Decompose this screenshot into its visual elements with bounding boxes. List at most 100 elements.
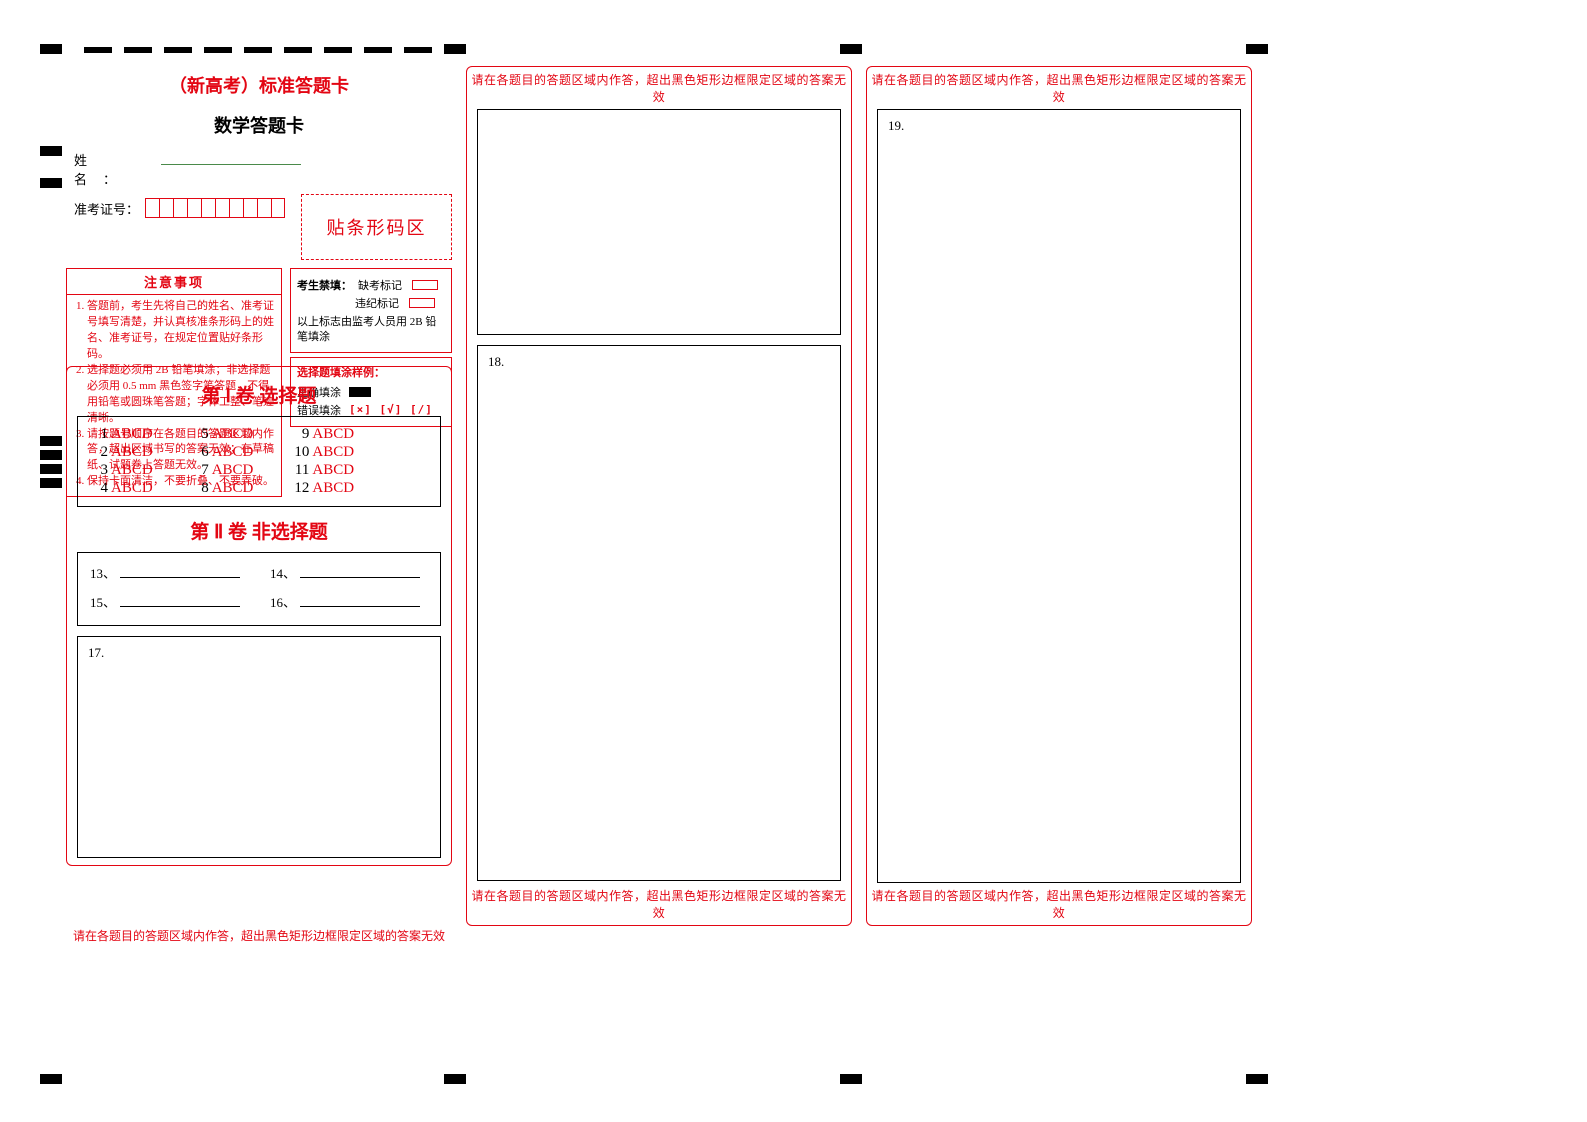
col1-warning: 请在各题目的答题区域内作答，超出黑色矩形边框限定区域的答案无效 [66, 927, 452, 944]
column-3: 请在各题目的答题区域内作答，超出黑色矩形边框限定区域的答案无效 19. 请在各题… [866, 66, 1252, 926]
prohibit-label: 考生禁填： [297, 277, 352, 293]
id-box[interactable] [243, 198, 257, 218]
q17-box[interactable]: 17. [77, 636, 441, 858]
mc-options[interactable]: ABCD [212, 462, 254, 479]
id-box[interactable] [215, 198, 229, 218]
id-box[interactable] [257, 198, 271, 218]
mc-box: 1ABCD2ABCD3ABCD4ABCD5ABCD6ABCD7ABCD8ABCD… [77, 416, 441, 507]
id-box[interactable] [159, 198, 173, 218]
col2-box-blank[interactable] [477, 109, 841, 335]
mc-row[interactable]: 12ABCD [289, 480, 354, 497]
mc-num: 9 [289, 426, 309, 443]
fill-label: 14、 [270, 563, 296, 582]
mc-num: 6 [189, 444, 209, 461]
fill-label: 13、 [90, 563, 116, 582]
id-box[interactable] [201, 198, 215, 218]
column-2: 请在各题目的答题区域内作答，超出黑色矩形边框限定区域的答案无效 18. 请在各题… [466, 66, 852, 926]
mc-col: 5ABCD6ABCD7ABCD8ABCD [189, 425, 254, 498]
reg-mark [40, 464, 62, 474]
mc-row[interactable]: 11ABCD [289, 462, 354, 479]
fill-underline[interactable] [120, 593, 240, 607]
id-box[interactable] [229, 198, 243, 218]
reg-mark [840, 1074, 862, 1084]
col3-warning-top: 请在各题目的答题区域内作答，超出黑色矩形边框限定区域的答案无效 [867, 67, 1251, 107]
mc-row[interactable]: 7ABCD [189, 462, 254, 479]
fill-label: 16、 [270, 592, 296, 611]
mc-row[interactable]: 9ABCD [289, 426, 354, 443]
reg-mark [364, 47, 392, 53]
id-box[interactable] [173, 198, 187, 218]
absent-checkbox [412, 280, 438, 290]
main-title: （新高考）标准答题卡 [66, 72, 452, 98]
mc-num: 5 [189, 426, 209, 443]
section1-title: 第 Ⅰ 卷 选择题 [77, 381, 441, 408]
mc-row[interactable]: 3ABCD [88, 462, 153, 479]
reg-mark [40, 178, 62, 188]
mc-row[interactable]: 10ABCD [289, 444, 354, 461]
prohibit-box: 考生禁填： 缺考标记 违纪标记 以上标志由监考人员用 2B 铅笔填涂 [290, 268, 452, 353]
fill-underline[interactable] [120, 564, 240, 578]
mc-num: 12 [289, 480, 309, 497]
prohibit-note: 以上标志由监考人员用 2B 铅笔填涂 [297, 315, 445, 346]
reg-mark [124, 47, 152, 53]
notice-item: 答题前，考生先将自己的姓名、准考证号填写清楚，并认真核准条形码上的姓名、准考证号… [87, 299, 275, 363]
mc-row[interactable]: 5ABCD [189, 426, 254, 443]
mc-options[interactable]: ABCD [212, 480, 254, 497]
mc-grid: 1ABCD2ABCD3ABCD4ABCD5ABCD6ABCD7ABCD8ABCD… [88, 425, 430, 498]
reg-mark [444, 44, 466, 54]
mc-row[interactable]: 4ABCD [88, 480, 153, 497]
page: （新高考）标准答题卡 数学答题卡 姓 名： 准考证号： [0, 0, 1587, 1122]
id-box[interactable] [271, 198, 285, 218]
reg-mark [444, 1074, 466, 1084]
fill-item: 13、 [90, 563, 240, 582]
mc-num: 7 [189, 462, 209, 479]
fill-grid: 13、 14、 15、 16、 [90, 563, 428, 611]
reg-mark [284, 47, 312, 53]
fill-underline[interactable] [300, 593, 420, 607]
barcode-label: 贴条形码区 [327, 214, 427, 240]
name-underline[interactable] [161, 151, 301, 165]
mc-row[interactable]: 8ABCD [189, 480, 254, 497]
id-boxes[interactable] [145, 198, 285, 218]
absent-label: 缺考标记 [358, 277, 402, 293]
mc-row[interactable]: 2ABCD [88, 444, 153, 461]
id-box[interactable] [145, 198, 159, 218]
q19-box[interactable]: 19. [877, 109, 1241, 883]
mc-options[interactable]: ABCD [111, 480, 153, 497]
q17-label: 17. [88, 645, 104, 660]
id-box[interactable] [187, 198, 201, 218]
name-row: 姓 名： [66, 150, 301, 188]
fill-item: 15、 [90, 592, 240, 611]
q19-label: 19. [888, 118, 904, 133]
mc-options[interactable]: ABCD [111, 462, 153, 479]
mc-row[interactable]: 1ABCD [88, 426, 153, 443]
mc-row[interactable]: 6ABCD [189, 444, 254, 461]
fill-box: 13、 14、 15、 16、 [77, 552, 441, 626]
reg-mark [1246, 1074, 1268, 1084]
mc-col: 1ABCD2ABCD3ABCD4ABCD [88, 425, 153, 498]
id-label: 准考证号： [74, 199, 139, 218]
mc-options[interactable]: ABCD [312, 462, 354, 479]
mc-num: 11 [289, 462, 309, 479]
reg-mark [40, 478, 62, 488]
q18-label: 18. [488, 354, 504, 369]
reg-mark [404, 47, 432, 53]
col2-warning-top: 请在各题目的答题区域内作答，超出黑色矩形边框限定区域的答案无效 [467, 67, 851, 107]
mc-options[interactable]: ABCD [312, 426, 354, 443]
mc-options[interactable]: ABCD [312, 480, 354, 497]
col1-lower: 第 Ⅰ 卷 选择题 1ABCD2ABCD3ABCD4ABCD5ABCD6ABCD… [66, 366, 452, 866]
mc-options[interactable]: ABCD [111, 426, 153, 443]
mc-options[interactable]: ABCD [212, 426, 254, 443]
q18-box[interactable]: 18. [477, 345, 841, 881]
mc-options[interactable]: ABCD [111, 444, 153, 461]
violation-checkbox [409, 298, 435, 308]
mc-num: 4 [88, 480, 108, 497]
fill-underline[interactable] [300, 564, 420, 578]
violation-label: 违纪标记 [355, 295, 399, 311]
name-label: 姓 名： [74, 150, 161, 188]
mc-num: 1 [88, 426, 108, 443]
mc-options[interactable]: ABCD [212, 444, 254, 461]
mc-options[interactable]: ABCD [312, 444, 354, 461]
mc-col: 9ABCD10ABCD11ABCD12ABCD [289, 425, 354, 498]
reg-mark [244, 47, 272, 53]
